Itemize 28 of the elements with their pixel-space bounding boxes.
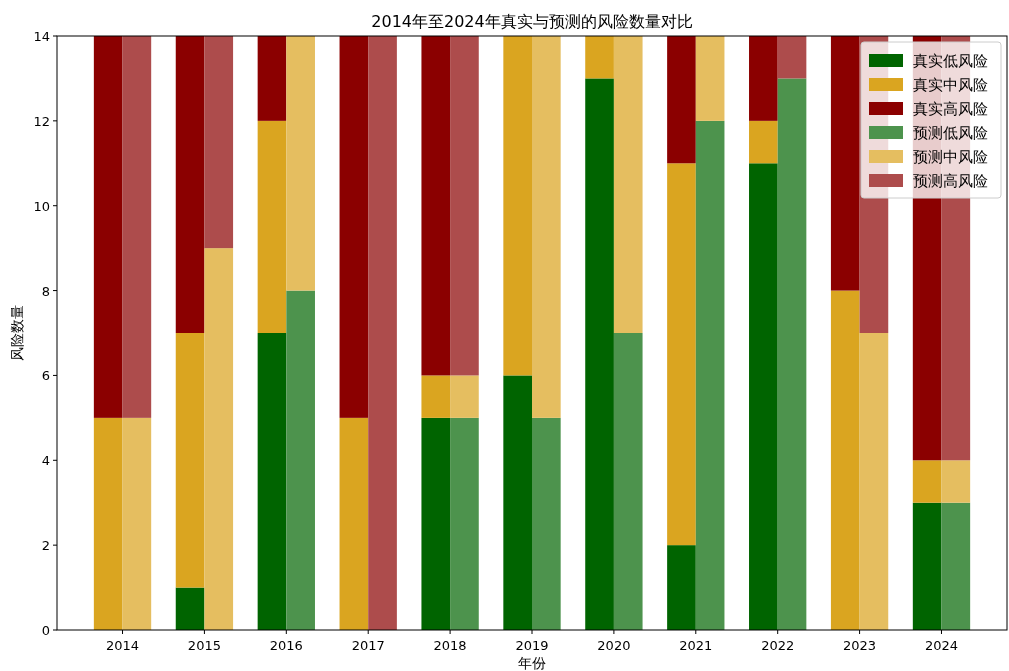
x-tick-label: 2015	[187, 638, 221, 653]
x-tick-label: 2014	[105, 638, 140, 653]
x-axis-title: 年份	[518, 655, 546, 671]
y-tick-label: 8	[41, 283, 50, 299]
chart-title: 2014年至2024年真实与预测的风险数量对比	[371, 12, 693, 31]
legend-label: 真实高风险	[913, 100, 988, 118]
x-tick-label: 2018	[433, 638, 467, 653]
y-tick-label: 6	[41, 368, 50, 384]
y-axis-title: 风险数量	[9, 305, 25, 361]
x-tick-label: 2024	[924, 638, 959, 653]
y-tick-label: 14	[33, 29, 50, 44]
legend-label: 预测高风险	[913, 172, 988, 190]
x-tick-label: 2016	[269, 638, 303, 653]
legend-label: 真实中风险	[913, 76, 988, 94]
y-tick-label: 2	[41, 538, 50, 554]
y-tick-label: 0	[41, 623, 50, 638]
x-tick-label: 2020	[597, 638, 631, 653]
legend-label: 真实低风险	[913, 52, 988, 70]
x-tick-label: 2019	[515, 638, 549, 653]
x-tick-label: 2022	[761, 638, 795, 653]
x-tick-label: 2023	[843, 638, 877, 653]
legend-label: 预测低风险	[913, 124, 988, 142]
y-tick-label: 12	[33, 113, 50, 129]
y-tick-label: 4	[41, 453, 50, 469]
x-tick-label: 2017	[351, 638, 385, 653]
y-tick-label: 10	[33, 198, 50, 214]
legend-label: 预测中风险	[913, 148, 988, 166]
x-tick-label: 2021	[679, 638, 713, 653]
